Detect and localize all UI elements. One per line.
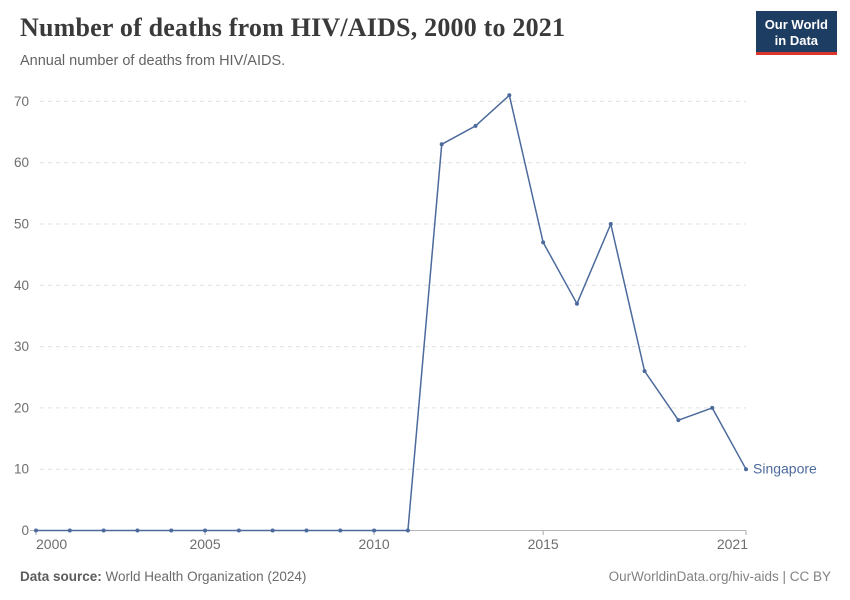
x-axis-label: 2015	[528, 536, 559, 552]
y-axis-label: 70	[14, 94, 29, 109]
data-point	[676, 418, 681, 423]
chart-subtitle: Annual number of deaths from HIV/AIDS.	[20, 53, 286, 69]
page-title: Number of deaths from HIV/AIDS, 2000 to …	[20, 13, 566, 42]
data-point	[270, 528, 275, 533]
x-axis-label: 2005	[189, 536, 220, 552]
data-point	[203, 528, 208, 533]
data-point	[405, 528, 410, 533]
y-axis-label: 0	[21, 523, 29, 538]
y-axis-label: 30	[14, 339, 29, 354]
y-axis-label: 40	[14, 278, 29, 293]
data-point	[439, 142, 444, 147]
y-axis-label: 10	[14, 462, 29, 477]
data-point	[642, 369, 647, 374]
owid-logo[interactable]: Our World in Data	[755, 11, 837, 55]
credit-line: OurWorldinData.org/hiv-aids | CC BY	[608, 569, 831, 584]
line-chart: 0 10 20 30 40 50 60 70 2000 2005 2010 2015 2021 Singa…	[14, 93, 817, 552]
data-point	[473, 123, 478, 128]
data-source-label: Data source:	[20, 569, 102, 584]
y-axis-label: 20	[14, 400, 29, 415]
data-point	[507, 93, 512, 98]
data-point	[372, 528, 377, 533]
data-point	[574, 301, 579, 306]
data-point	[304, 528, 309, 533]
data-point	[236, 528, 241, 533]
data-point	[338, 528, 343, 533]
x-axis-label: 2000	[36, 536, 67, 552]
data-point	[34, 528, 38, 533]
data-source: Data source: World Health Organization (…	[20, 569, 306, 584]
data-point	[541, 240, 546, 245]
series-end-label: Singapore	[753, 461, 817, 477]
x-axis-label: 2010	[359, 536, 390, 552]
x-axis-label: 2021	[717, 536, 748, 552]
owid-logo-line1: Our World	[764, 17, 828, 32]
data-point	[608, 222, 613, 226]
chart-footer: Data source: World Health Organization (…	[20, 569, 831, 584]
y-axis-label: 50	[14, 217, 29, 232]
data-point	[135, 528, 140, 533]
data-point	[744, 467, 749, 472]
data-point	[67, 528, 72, 533]
data-point	[169, 528, 174, 533]
data-point	[101, 528, 106, 533]
owid-logo-line2: in Data	[774, 32, 819, 48]
data-point	[710, 405, 715, 410]
data-source-value: World Health Organization (2024)	[101, 569, 307, 584]
trend-line	[36, 94, 747, 532]
y-axis-label: 60	[14, 155, 29, 170]
